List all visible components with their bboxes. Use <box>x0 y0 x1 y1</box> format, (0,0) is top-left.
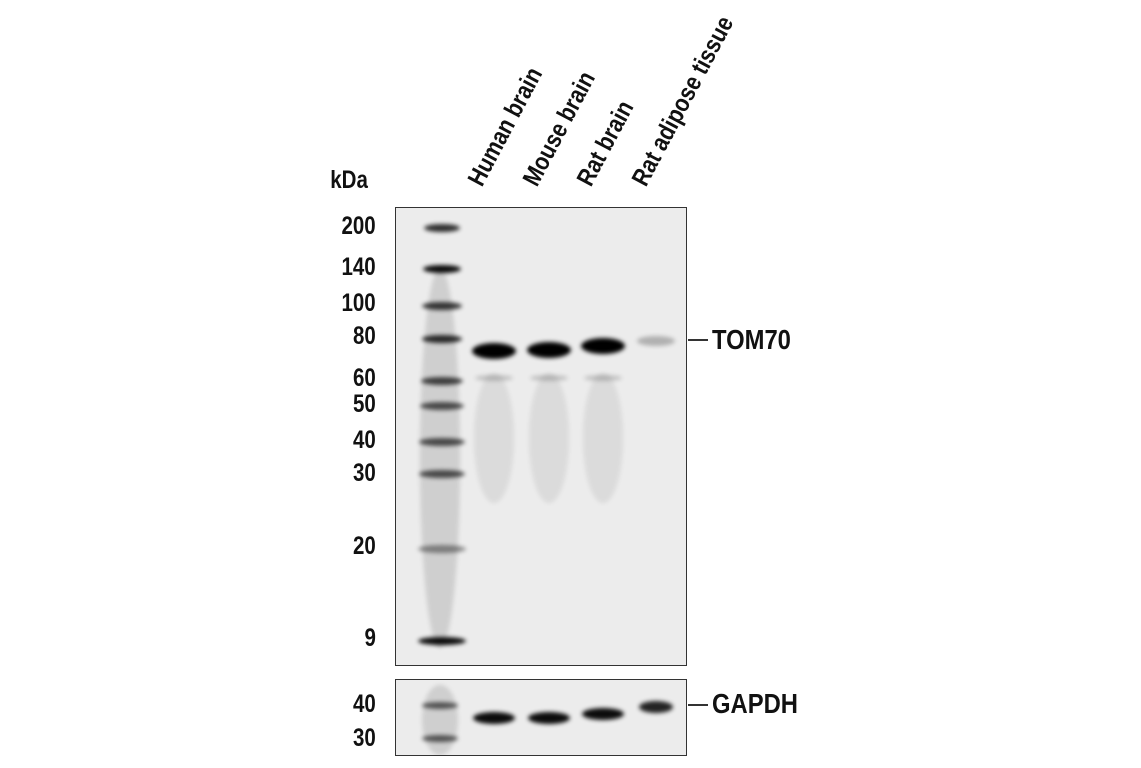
marker-label: 20 <box>353 532 376 560</box>
marker-label: 30 <box>353 724 376 752</box>
gapdh-band <box>473 712 515 724</box>
marker-label: 40 <box>353 690 376 718</box>
ladder-band <box>422 701 458 709</box>
target-label-gapdh: GAPDH <box>712 688 798 719</box>
tom70-band <box>472 343 516 359</box>
ladder-smear <box>420 268 460 648</box>
marker-label: 30 <box>353 459 376 487</box>
lane-label: Rat adipose tissue <box>626 11 740 191</box>
marker-label: 200 <box>341 212 376 240</box>
ladder-band <box>419 470 465 478</box>
ladder-band <box>423 265 461 273</box>
ladder-band <box>421 377 463 385</box>
gapdh-band <box>528 712 570 724</box>
marker-label: 80 <box>353 322 376 350</box>
ladder-band <box>418 545 466 553</box>
kda-label: kDa <box>330 166 368 194</box>
marker-label: 50 <box>353 390 376 418</box>
ladder-band <box>419 438 465 446</box>
ladder-band <box>418 637 466 645</box>
nonspecific-smear <box>474 373 514 503</box>
gapdh-band <box>582 708 624 720</box>
ladder-band <box>421 335 463 343</box>
tom70-band <box>637 336 675 346</box>
marker-label: 100 <box>341 289 376 317</box>
target-label-tom70: TOM70 <box>712 324 791 355</box>
blot-panel-main <box>395 207 687 666</box>
target-pointer <box>688 339 708 341</box>
ladder-band <box>422 734 458 742</box>
nonspecific-band <box>530 375 568 381</box>
ladder-band <box>424 224 460 232</box>
ladder-smear <box>422 685 458 755</box>
blot-panel-loading <box>395 679 687 756</box>
target-pointer <box>688 704 708 706</box>
marker-label: 60 <box>353 364 376 392</box>
nonspecific-smear <box>529 373 569 503</box>
ladder-band <box>419 402 465 410</box>
nonspecific-band <box>584 375 622 381</box>
marker-label: 140 <box>341 253 376 281</box>
nonspecific-band <box>475 375 513 381</box>
marker-label: 40 <box>353 426 376 454</box>
nonspecific-smear <box>583 373 623 503</box>
tom70-band <box>527 342 571 358</box>
ladder-band <box>422 302 462 310</box>
tom70-band <box>581 338 625 354</box>
gapdh-band <box>639 701 673 713</box>
marker-label: 9 <box>364 624 376 652</box>
